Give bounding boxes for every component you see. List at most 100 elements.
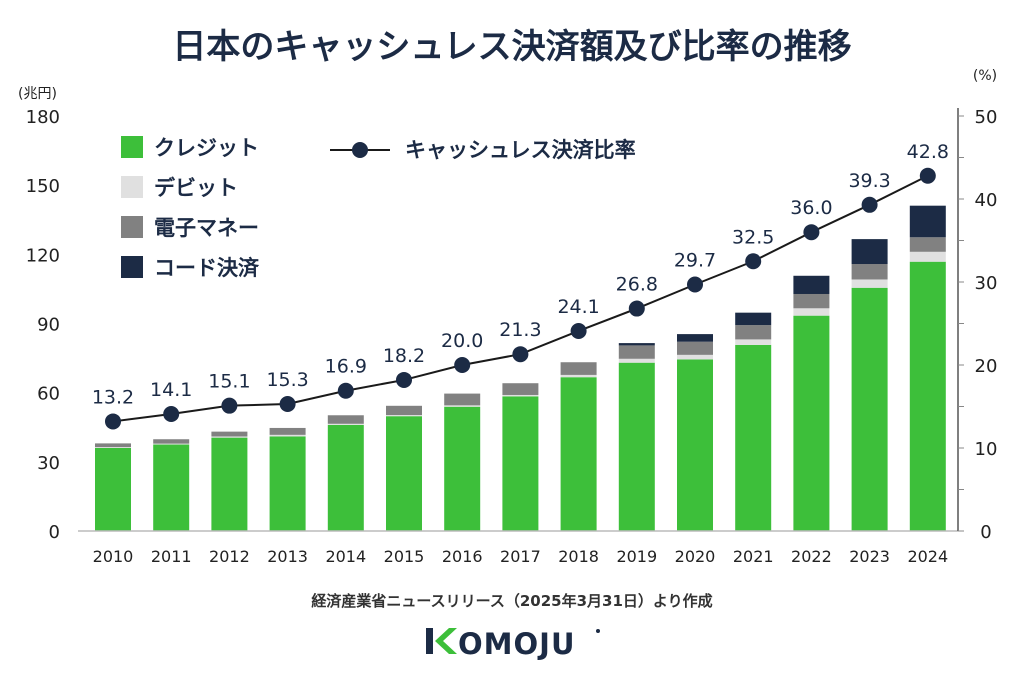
bar-segment: [269, 436, 306, 531]
bar-segment: [851, 264, 888, 280]
ratio-line-group: 13.2 14.1 15.1 15.3 16.9 18.2 20.0 21.3 24.1 26.8…: [92, 141, 949, 430]
bar-segment: [444, 393, 481, 406]
left-tick-label: 60: [37, 384, 60, 405]
bar-segment: [444, 406, 481, 531]
legend-label: 電子マネー: [154, 216, 259, 240]
bar-segment: [386, 405, 422, 416]
bar-segment: [618, 358, 655, 363]
right-tick-label: 40: [975, 190, 998, 211]
ratio-label: 26.8: [616, 274, 658, 296]
svg-text:OMOJU: OMOJU: [458, 627, 576, 661]
bar-segment: [677, 334, 713, 342]
ratio-label: 36.0: [790, 197, 832, 219]
bar-segment: [327, 415, 364, 424]
bar-segment: [95, 447, 131, 448]
legend-marker: [352, 142, 368, 158]
right-tick-label: 50: [975, 107, 998, 128]
left-tick-label: 0: [49, 522, 60, 543]
bar-segment: [211, 437, 248, 531]
ratio-point: [454, 357, 471, 373]
left-tick-label: 120: [26, 245, 60, 266]
bar-segment: [677, 354, 713, 360]
bar-segment: [502, 394, 539, 397]
bar-segment: [677, 341, 713, 355]
x-tick-label: 2011: [151, 547, 192, 566]
ratio-point: [337, 382, 354, 399]
right-tick-label: 10: [975, 439, 998, 460]
bar-segment: [211, 431, 248, 437]
x-tick-label: 2020: [675, 547, 716, 566]
bar-segment: [618, 345, 655, 359]
right-tick-label: 0: [980, 522, 991, 543]
bar-segment: [327, 423, 364, 425]
bar-segment: [793, 275, 830, 294]
ratio-label: 18.2: [383, 345, 425, 367]
legend-swatch: [121, 136, 143, 158]
ratio-label: 14.1: [150, 379, 192, 401]
bar-segment: [211, 436, 248, 438]
ratio-point: [861, 196, 878, 213]
ratio-label: 20.0: [441, 330, 483, 352]
legend-label: クレジット: [154, 136, 259, 160]
bar-segment: [444, 405, 481, 407]
bar-segment: [851, 239, 888, 265]
bar-segment: [909, 205, 946, 238]
ratio-label: 21.3: [499, 319, 541, 341]
bar-segment: [153, 444, 190, 531]
x-tick-label: 2012: [209, 547, 250, 566]
bar-segment: [502, 383, 539, 395]
ratio-label: 29.7: [674, 249, 716, 271]
ratio-label: 16.9: [325, 356, 367, 378]
x-tick-label: 2019: [616, 547, 657, 566]
x-tick-label: 2017: [500, 547, 541, 566]
ratio-point: [396, 371, 412, 388]
bar-segment: [560, 377, 597, 531]
bar-segment: [269, 427, 306, 435]
ratio-point: [512, 346, 529, 363]
bar-segment: [735, 325, 772, 340]
ratio-point: [687, 276, 703, 293]
bar-segment: [95, 448, 131, 531]
ratio-point: [745, 253, 762, 270]
ratio-label: 39.3: [848, 170, 890, 192]
bar-segment: [386, 416, 422, 531]
x-tick-label: 2021: [733, 547, 774, 566]
axes-group: 0 30 60 90 120 150 180 0 10 20 30 40 50 2010 2011 2012 2…: [26, 107, 998, 566]
x-tick-label: 2024: [907, 547, 948, 566]
ratio-point: [803, 224, 820, 241]
legend-label: コード決済: [154, 256, 260, 280]
ratio-label: 24.1: [557, 296, 599, 318]
x-tick-label: 2023: [849, 547, 890, 566]
ratio-label: 42.8: [907, 141, 949, 163]
bar-segment: [793, 308, 830, 316]
bar-segment: [618, 343, 655, 346]
source-note: 経済産業省ニュースリリース（2025年3月31日）より作成: [311, 592, 712, 610]
legend-swatch: [121, 256, 143, 278]
bars-group: [95, 205, 946, 531]
ratio-point: [163, 405, 180, 422]
legend-swatch: [121, 176, 143, 198]
bar-segment: [909, 237, 946, 252]
bar-segment: [327, 424, 364, 531]
x-tick-label: 2015: [384, 547, 425, 566]
bar-segment: [153, 439, 190, 444]
bar-segment: [95, 443, 131, 448]
bar-segment: [502, 396, 539, 531]
right-axis-unit: (%): [973, 68, 997, 84]
bar-segment: [618, 362, 655, 531]
x-tick-label: 2016: [442, 547, 483, 566]
left-tick-label: 150: [26, 176, 60, 197]
bar-segment: [560, 374, 597, 378]
left-tick-label: 180: [26, 107, 60, 128]
ratio-label: 13.2: [92, 386, 134, 408]
legend-label: キャッシュレス決済比率: [405, 138, 636, 162]
bar-segment: [851, 279, 888, 288]
x-tick-label: 2013: [267, 547, 308, 566]
right-tick-label: 20: [975, 356, 998, 377]
left-axis-unit: (兆円): [18, 86, 57, 102]
legend-label: デビット: [154, 176, 238, 200]
bar-segment: [386, 415, 422, 417]
bar-segment: [793, 293, 830, 309]
